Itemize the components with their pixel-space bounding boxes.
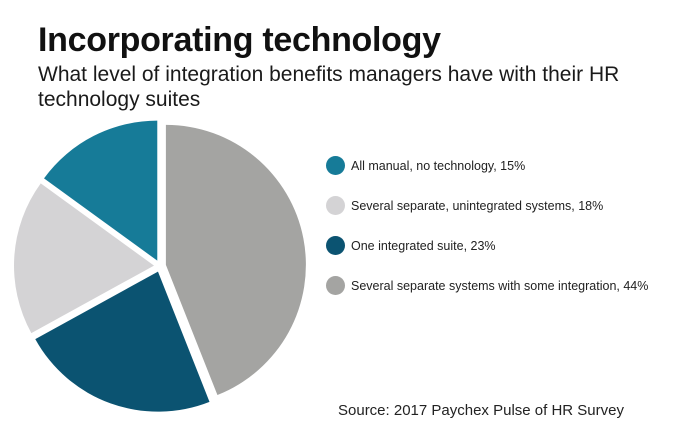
legend-label: One integrated suite, 23% [351, 238, 496, 253]
legend-swatch-icon [326, 276, 345, 295]
legend-label: All manual, no technology, 15% [351, 158, 526, 173]
legend-item: All manual, no technology, 15% [326, 155, 648, 176]
pie-slice [35, 271, 210, 412]
chart-subtitle: What level of integration benefits manag… [38, 63, 620, 111]
pie-slice [44, 120, 158, 261]
legend-item: One integrated suite, 23% [326, 235, 648, 256]
source-note: Source: 2017 Paychex Pulse of HR Survey [338, 402, 624, 419]
chart-title: Incorporating technology [38, 21, 441, 59]
legend-swatch-icon [326, 196, 345, 215]
legend-label: Several separate systems with some integ… [351, 278, 649, 293]
legend-item: Several separate, unintegrated systems, … [326, 195, 648, 216]
pie-slice [165, 124, 306, 396]
legend-label: Several separate, unintegrated systems, … [351, 198, 604, 213]
pie-slice [14, 183, 155, 334]
legend-item: Several separate systems with some integ… [326, 275, 648, 296]
legend-swatch-icon [326, 236, 345, 255]
legend: All manual, no technology, 15% Several s… [326, 155, 648, 315]
legend-swatch-icon [326, 156, 345, 175]
